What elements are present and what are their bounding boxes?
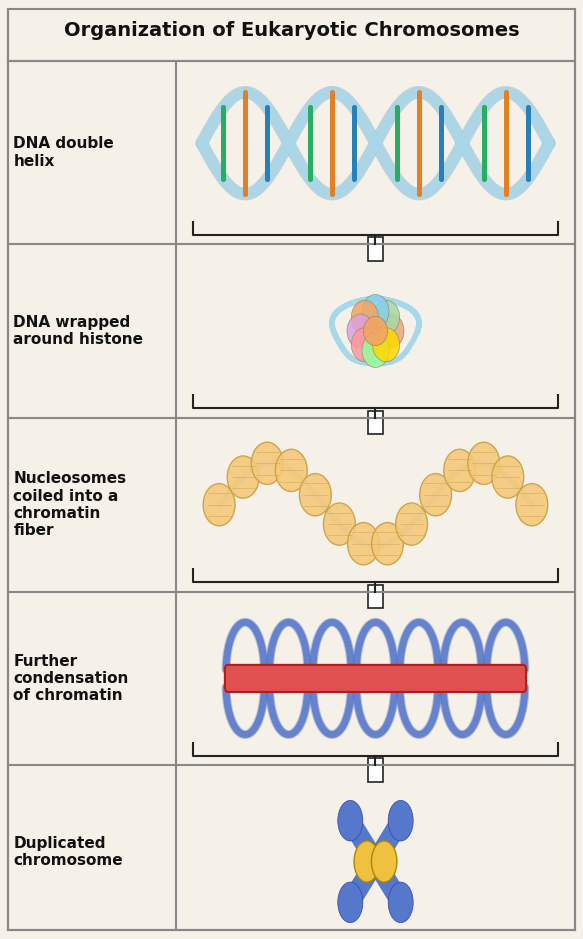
Text: DNA wrapped
around histone: DNA wrapped around histone (13, 315, 143, 347)
Ellipse shape (251, 442, 283, 485)
Ellipse shape (373, 328, 399, 362)
Bar (368, 584, 382, 608)
Bar (368, 238, 382, 261)
Text: Further
condensation
of chromatin: Further condensation of chromatin (13, 654, 129, 703)
Text: Nucleosomes
coiled into a
chromatin
fiber: Nucleosomes coiled into a chromatin fibe… (13, 471, 127, 538)
Ellipse shape (203, 484, 235, 526)
Ellipse shape (516, 484, 548, 526)
Circle shape (338, 882, 363, 923)
Ellipse shape (362, 295, 389, 329)
Circle shape (354, 841, 380, 883)
Ellipse shape (396, 503, 427, 546)
Bar (368, 411, 382, 434)
FancyBboxPatch shape (8, 9, 575, 930)
Ellipse shape (444, 449, 476, 491)
Ellipse shape (420, 473, 452, 516)
Ellipse shape (352, 328, 378, 362)
Circle shape (388, 800, 413, 841)
Ellipse shape (492, 456, 524, 499)
Ellipse shape (363, 316, 388, 346)
Text: Organization of Eukaryotic Chromosomes: Organization of Eukaryotic Chromosomes (64, 21, 519, 40)
Bar (368, 759, 382, 781)
Ellipse shape (275, 449, 307, 491)
Ellipse shape (347, 523, 380, 565)
Ellipse shape (377, 314, 404, 348)
Ellipse shape (468, 442, 500, 485)
Ellipse shape (352, 300, 378, 334)
Ellipse shape (347, 314, 374, 348)
Ellipse shape (362, 333, 389, 367)
Text: Duplicated
chromosome: Duplicated chromosome (13, 836, 123, 869)
FancyBboxPatch shape (225, 665, 526, 692)
Ellipse shape (227, 456, 259, 499)
Text: DNA double
helix: DNA double helix (13, 136, 114, 169)
Ellipse shape (373, 300, 399, 334)
Ellipse shape (371, 523, 403, 565)
Ellipse shape (324, 503, 355, 546)
Circle shape (371, 841, 397, 883)
Circle shape (338, 800, 363, 841)
Circle shape (388, 882, 413, 923)
Ellipse shape (300, 473, 331, 516)
